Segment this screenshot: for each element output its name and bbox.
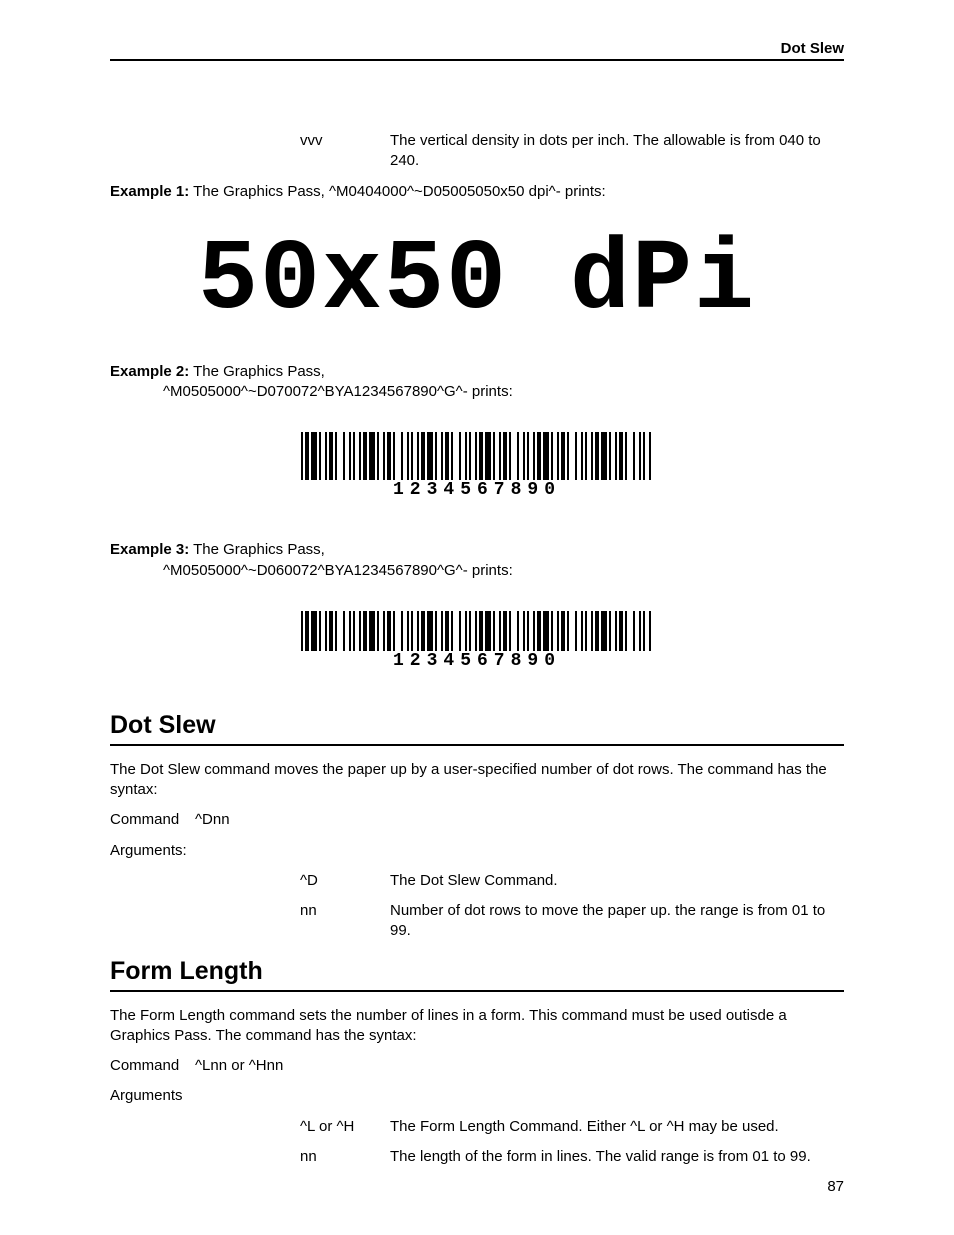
example3-barcode-block: 1234567890: [110, 611, 844, 671]
example1-line: Example 1: The Graphics Pass, ^M0404000^…: [110, 182, 844, 202]
dot-slew-args-label: Arguments:: [110, 841, 844, 861]
dot-slew-para: The Dot Slew command moves the paper up …: [110, 760, 844, 801]
form-length-arg1-desc: The Form Length Command. Either ^L or ^H…: [390, 1117, 844, 1137]
form-length-para: The Form Length command sets the number …: [110, 1006, 844, 1047]
dot-slew-arg1-row: ^D The Dot Slew Command.: [300, 871, 844, 891]
form-length-rule: [110, 990, 844, 992]
example3-barcode-svg: [297, 611, 657, 651]
dot-slew-arg2-desc: Number of dot rows to move the paper up.…: [390, 901, 844, 942]
example2-text2: ^M0505000^~D070072^BYA1234567890^G^- pri…: [163, 382, 844, 402]
form-length-arg1-row: ^L or ^H The Form Length Command. Either…: [300, 1117, 844, 1137]
dot-slew-rule: [110, 744, 844, 746]
form-length-arg2-label: nn: [300, 1147, 390, 1167]
example1-label: Example 1:: [110, 183, 189, 200]
example2-label: Example 2:: [110, 363, 189, 380]
intro-arg-desc: The vertical density in dots per inch. T…: [390, 131, 844, 172]
page-number: 87: [827, 1178, 844, 1195]
form-length-heading: Form Length: [110, 957, 844, 986]
dot-slew-arg1-desc: The Dot Slew Command.: [390, 871, 844, 891]
example2-line1: Example 2: The Graphics Pass,: [110, 362, 844, 382]
example1-rendered: 50x50 dPi: [110, 232, 844, 332]
example2-barcode-digits: 1234567890: [110, 480, 844, 500]
form-length-arg1-label: ^L or ^H: [300, 1117, 390, 1137]
example1-text: The Graphics Pass, ^M0404000^~D05005050x…: [193, 183, 606, 200]
dot-slew-heading: Dot Slew: [110, 711, 844, 740]
dot-slew-arg2-label: nn: [300, 901, 390, 942]
running-header: Dot Slew: [110, 40, 844, 61]
example3-line1: Example 3: The Graphics Pass,: [110, 540, 844, 560]
dot-slew-command-row: Command ^Dnn: [110, 810, 844, 830]
example3-text2: ^M0505000^~D060072^BYA1234567890^G^- pri…: [163, 561, 844, 581]
intro-arg-label: vvv: [300, 131, 390, 172]
example2-text1: The Graphics Pass,: [193, 363, 325, 380]
example3-label: Example 3:: [110, 541, 189, 558]
intro-arg-row: vvv The vertical density in dots per inc…: [300, 131, 844, 172]
form-length-arg2-desc: The length of the form in lines. The val…: [390, 1147, 844, 1167]
form-length-command-label: Command: [110, 1056, 195, 1076]
example2-barcode-svg: [297, 432, 657, 480]
form-length-command-value: ^Lnn or ^Hnn: [195, 1056, 283, 1076]
dot-slew-arg2-row: nn Number of dot rows to move the paper …: [300, 901, 844, 942]
dot-slew-command-label: Command: [110, 810, 195, 830]
dot-slew-command-value: ^Dnn: [195, 810, 230, 830]
dot-slew-arg1-label: ^D: [300, 871, 390, 891]
form-length-command-row: Command ^Lnn or ^Hnn: [110, 1056, 844, 1076]
example2-barcode-block: 1234567890: [110, 432, 844, 500]
form-length-args-label: Arguments: [110, 1086, 844, 1106]
form-length-arg2-row: nn The length of the form in lines. The …: [300, 1147, 844, 1167]
example3-text1: The Graphics Pass,: [193, 541, 325, 558]
example3-barcode-digits: 1234567890: [110, 651, 844, 671]
